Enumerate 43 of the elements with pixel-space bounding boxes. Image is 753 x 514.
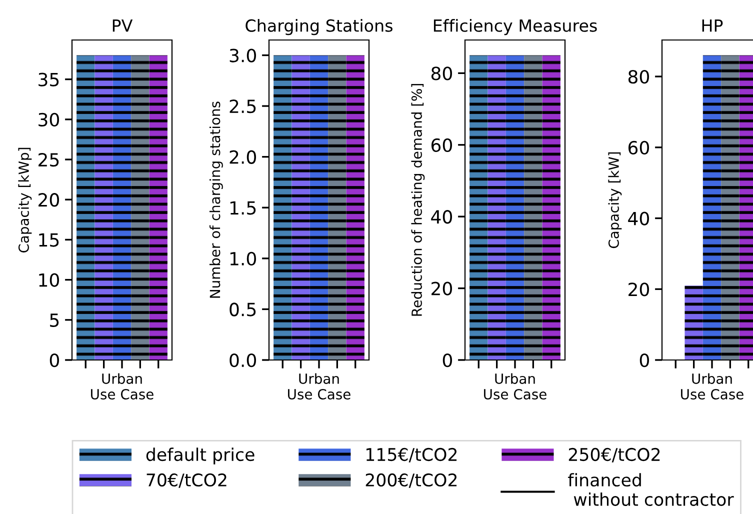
y-tick-label: 40 bbox=[628, 212, 649, 226]
y-tick-label: 0.0 bbox=[230, 353, 256, 368]
chart-title: Efficiency Measures bbox=[434, 19, 597, 36]
y-tick-label: 0.5 bbox=[230, 302, 256, 316]
y-tick-label: 0 bbox=[640, 353, 649, 368]
x-tick-label: Urban Use Case bbox=[91, 373, 154, 400]
y-axis-title: Reduction of heating demand [%] bbox=[411, 84, 425, 316]
chart-title: PV bbox=[112, 20, 133, 32]
y-tick-label: 80 bbox=[431, 66, 452, 80]
y-tick-label: 5 bbox=[50, 314, 59, 328]
x-tick-label: Urban Use Case bbox=[288, 373, 350, 400]
legend-label: 115€/tCO2 bbox=[366, 448, 457, 462]
y-tick-label: 1.0 bbox=[230, 252, 256, 266]
legend-label: 250€/tCO2 bbox=[568, 448, 660, 462]
y-tick-label: 3.0 bbox=[230, 48, 256, 62]
y-tick-label: 60 bbox=[431, 138, 452, 152]
y-tick-label: 20 bbox=[628, 282, 649, 296]
y-tick-label: 25 bbox=[38, 152, 59, 167]
y-tick-label: 10 bbox=[39, 273, 59, 287]
chart-title: HP bbox=[702, 20, 723, 32]
y-tick-label: 60 bbox=[628, 140, 649, 154]
y-tick-label: 15 bbox=[39, 233, 59, 247]
y-axis-title: Capacity [kW] bbox=[608, 152, 622, 248]
x-tick-label: Urban Use Case bbox=[484, 373, 546, 400]
y-tick-label: 35 bbox=[38, 72, 59, 86]
legend-label: financed without contractor bbox=[568, 473, 734, 506]
y-tick-label: 30 bbox=[38, 112, 59, 127]
y-tick-label: 2.5 bbox=[230, 99, 256, 114]
legend-label: default price bbox=[146, 448, 254, 464]
y-tick-label: 0 bbox=[50, 353, 59, 368]
y-tick-label: 80 bbox=[628, 70, 649, 84]
y-tick-label: 1.5 bbox=[230, 201, 256, 215]
legend-label: 70€/tCO2 bbox=[146, 473, 226, 488]
x-tick-label: Urban Use Case bbox=[681, 373, 744, 400]
legend-label: 200€/tCO2 bbox=[366, 473, 457, 488]
y-tick-label: 2.0 bbox=[230, 150, 256, 164]
y-tick-label: 20 bbox=[38, 193, 59, 207]
y-tick-label: 20 bbox=[432, 282, 452, 296]
y-tick-label: 0 bbox=[442, 353, 452, 368]
y-axis-title: Number of charging stations bbox=[209, 102, 223, 298]
y-tick-label: 40 bbox=[431, 210, 452, 224]
y-axis-title: Capacity [kWp] bbox=[18, 148, 32, 252]
chart-title: Charging Stations bbox=[246, 19, 392, 36]
